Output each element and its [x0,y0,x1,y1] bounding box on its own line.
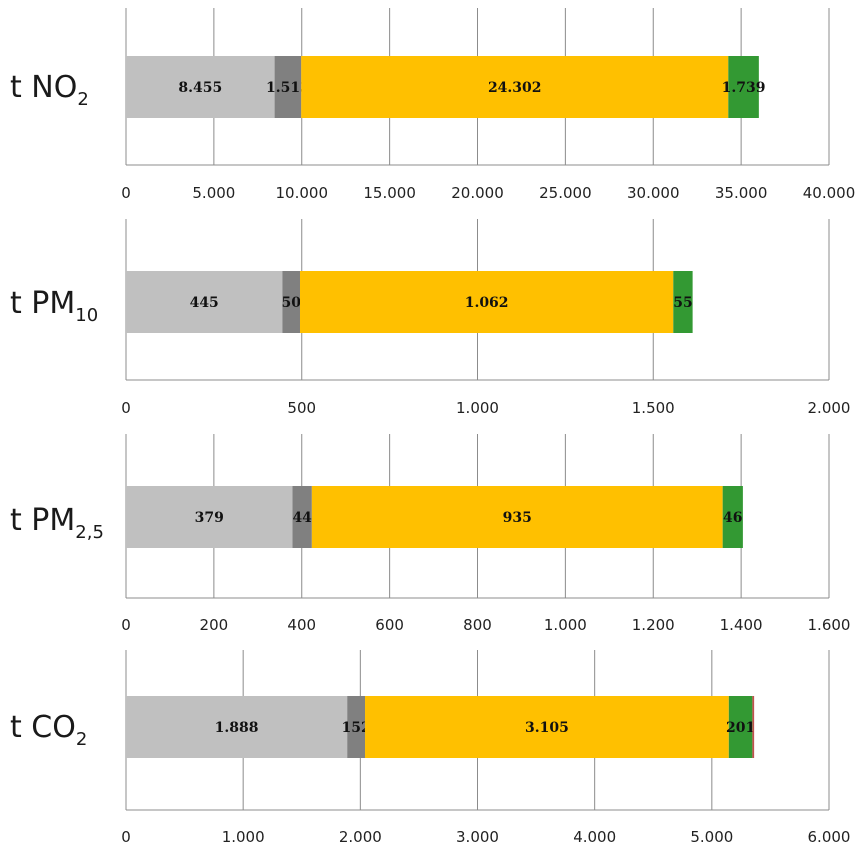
bar-segment [274,56,302,118]
data-label: 445 [190,295,219,311]
chart-panel-1: 0 5.000 10.000 15.000 20.000 25.000 30.000 35.0… [10,8,855,202]
x-tick-label: 1.600 [808,616,851,634]
row-label: t PM10 [10,286,98,326]
chart-panel-3: 0 200 400 600 800 1.000 1.200 1.400 1.600 379 44 93… [10,434,850,634]
row-label: t NO2 [10,70,89,110]
x-tick-label: 1.000 [222,828,265,844]
x-tick-label: 0 [121,616,131,634]
x-tick-label: 30.000 [627,184,680,202]
x-tick-label: 5.000 [690,828,733,844]
row-label: t PM2,5 [10,503,104,543]
data-label: 935 [503,510,532,526]
data-label: 3.105 [525,720,569,736]
row-label-main: t CO [10,710,76,745]
bar-segment [126,696,348,758]
x-tick-label: 40.000 [803,184,856,202]
bar-segment [126,271,283,333]
data-label: 152 [341,720,370,736]
x-tick-label: 2.000 [808,399,851,417]
data-label: 44 [292,510,312,526]
x-tick-label: 35.000 [715,184,768,202]
data-label: 24.302 [488,80,542,96]
data-label: 8.455 [178,80,222,96]
x-tick-label: 4.000 [573,828,616,844]
row-label-main: t PM [10,503,75,538]
data-label: 1.513 [266,80,310,96]
data-label: 1.062 [465,295,509,311]
bar-segment [752,696,755,758]
row-label-main: t NO [10,70,77,105]
bar-segment [299,271,674,333]
data-label: 1.888 [215,720,259,736]
bar-segment [722,486,743,548]
data-label: 55 [673,295,692,311]
x-tick-label: 1.000 [456,399,499,417]
bar-segment [728,696,753,758]
bar-segment [301,56,729,118]
bar-segment [365,696,729,758]
x-tick-label: 5.000 [192,184,235,202]
bar-segment [728,56,759,118]
bar-segment [311,486,723,548]
x-tick-label: 1.400 [720,616,763,634]
x-tick-label: 0 [121,828,131,844]
data-label: 46 [723,510,742,526]
x-tick-label: 15.000 [363,184,416,202]
bar-segment [292,486,312,548]
bar-segment [673,271,693,333]
x-tick-label: 0 [121,399,131,417]
data-label: 1.739 [722,80,766,96]
x-tick-label: 1.000 [544,616,587,634]
x-tick-label: 800 [463,616,492,634]
x-tick-label: 2.000 [339,828,382,844]
chart-panel-2: 0 500 1.000 1.500 2.000 445 50 1.062 55 t PM10 [10,219,850,417]
bar-segment [347,696,366,758]
x-tick-label: 1.200 [632,616,675,634]
x-tick-label: 400 [287,616,316,634]
data-label: 201 [726,720,755,736]
chart-panel-4: 0 1.000 2.000 3.000 4.000 5.000 6.000 1.888 152 3… [10,650,850,844]
row-label: t CO2 [10,710,87,750]
bar-segment [282,271,300,333]
row-label-subscript: 2 [76,729,87,750]
x-tick-label: 6.000 [808,828,851,844]
row-label-subscript: 10 [75,305,98,326]
bar-segment [126,56,275,118]
x-tick-label: 200 [200,616,229,634]
bar-segment [126,486,293,548]
row-label-subscript: 2 [77,89,88,110]
data-label: 379 [195,510,224,526]
x-tick-label: 20.000 [451,184,504,202]
x-tick-label: 10.000 [276,184,329,202]
x-tick-label: 0 [121,184,131,202]
x-tick-label: 25.000 [539,184,592,202]
x-tick-label: 500 [287,399,316,417]
data-label: 50 [281,295,301,311]
row-label-subscript: 2,5 [75,522,104,543]
x-tick-label: 600 [375,616,404,634]
x-tick-label: 1.500 [632,399,675,417]
x-tick-label: 3.000 [456,828,499,844]
row-label-main: t PM [10,286,75,321]
